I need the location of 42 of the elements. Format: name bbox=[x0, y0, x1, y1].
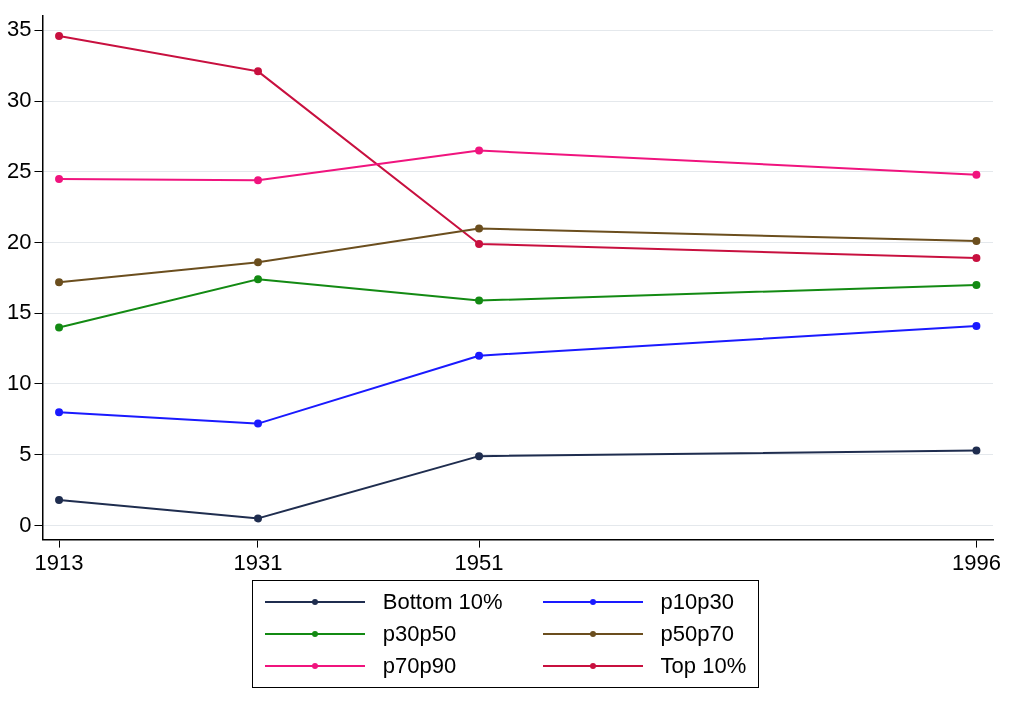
y-tick-label: 25 bbox=[6, 157, 32, 183]
point bbox=[972, 254, 981, 263]
point bbox=[475, 296, 484, 305]
point bbox=[55, 32, 64, 40]
legend-label: Top 10% bbox=[660, 653, 747, 679]
y-tick-label: 35 bbox=[6, 16, 32, 42]
y-tick-label: 10 bbox=[6, 370, 32, 396]
x-tick-label: 1931 bbox=[233, 549, 283, 575]
x-tick-label: 1996 bbox=[951, 549, 1001, 575]
point bbox=[55, 174, 64, 183]
point bbox=[254, 67, 262, 76]
point bbox=[254, 176, 262, 185]
legend-label: p30p50 bbox=[382, 621, 457, 647]
y-tick-label: 15 bbox=[6, 299, 32, 325]
point bbox=[55, 495, 64, 504]
point bbox=[254, 419, 262, 428]
point bbox=[475, 146, 484, 155]
legend-label: p50p70 bbox=[660, 621, 735, 647]
point bbox=[972, 446, 981, 455]
point bbox=[55, 408, 64, 417]
point bbox=[972, 280, 981, 289]
point bbox=[475, 239, 484, 248]
x-tick-label: 1951 bbox=[454, 549, 504, 575]
point bbox=[55, 278, 64, 287]
legend-label: Bottom 10% bbox=[382, 589, 503, 615]
y-tick-label: 30 bbox=[6, 87, 32, 113]
point bbox=[475, 351, 484, 360]
legend-label: p70p90 bbox=[382, 653, 457, 679]
legend-label: p10p30 bbox=[660, 589, 735, 615]
y-tick-label: 20 bbox=[6, 228, 32, 254]
y-tick-label: 5 bbox=[19, 440, 32, 466]
point bbox=[475, 452, 484, 461]
point bbox=[475, 224, 484, 233]
point bbox=[972, 170, 981, 179]
point bbox=[972, 237, 981, 246]
point bbox=[254, 275, 262, 284]
point bbox=[254, 514, 262, 523]
point bbox=[972, 322, 981, 330]
x-tick-label: 1913 bbox=[34, 549, 84, 575]
y-tick-label: 0 bbox=[19, 511, 32, 537]
point bbox=[254, 258, 262, 267]
point bbox=[55, 323, 64, 332]
